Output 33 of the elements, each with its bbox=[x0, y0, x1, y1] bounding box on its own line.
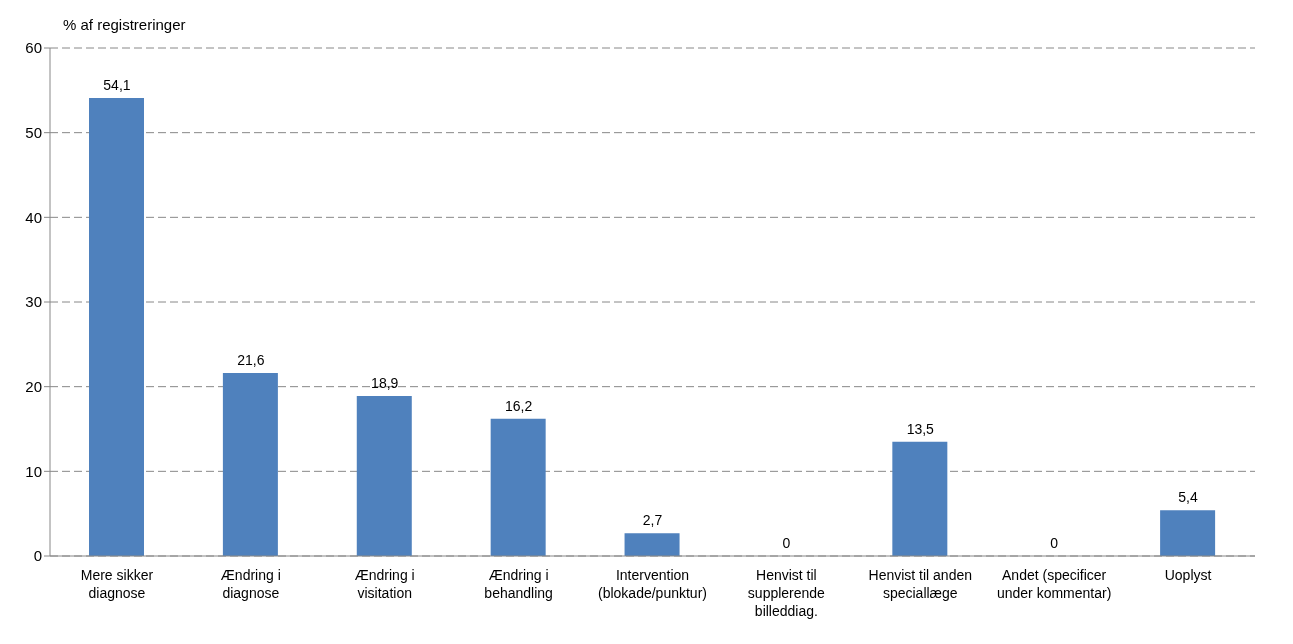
y-tick-label: 40 bbox=[25, 208, 42, 226]
y-tick-label: 30 bbox=[25, 293, 42, 311]
x-tick-label: Ændring i behandling bbox=[484, 567, 553, 601]
bar bbox=[222, 373, 278, 556]
y-tick-label: 10 bbox=[25, 462, 42, 480]
data-label: 21,6 bbox=[237, 352, 265, 369]
y-axis-title: % af registreringer bbox=[63, 16, 186, 33]
x-tick-label: Ændring i diagnose bbox=[220, 567, 281, 601]
x-tick-label: Uoplyst bbox=[1164, 567, 1212, 583]
bar bbox=[624, 533, 680, 556]
data-label: 2,7 bbox=[642, 512, 663, 529]
data-label: 5,4 bbox=[1178, 489, 1198, 506]
x-tick-label: Henvist til anden speciallæge bbox=[868, 567, 973, 601]
y-tick-label: 0 bbox=[33, 547, 42, 565]
x-tick-label: Henvist til supplerende billeddiag. bbox=[747, 567, 826, 619]
bar bbox=[356, 395, 412, 556]
data-label: 13,5 bbox=[906, 420, 935, 437]
data-label: 0 bbox=[782, 535, 791, 551]
x-tick-label: Ændring i visitation bbox=[354, 567, 415, 601]
data-label: 54,1 bbox=[103, 76, 131, 93]
x-tick-label: Andet (specificer under kommentar) bbox=[996, 567, 1112, 601]
bar bbox=[89, 97, 144, 556]
data-label: 0 bbox=[1050, 535, 1059, 551]
x-tick-label: Mere sikker diagnose bbox=[80, 567, 154, 601]
data-label: 16,2 bbox=[504, 397, 533, 414]
bar bbox=[892, 441, 948, 556]
data-label: 18,9 bbox=[371, 374, 399, 391]
y-tick-label: 60 bbox=[25, 39, 42, 57]
y-tick-label: 20 bbox=[25, 377, 42, 395]
bar bbox=[1160, 510, 1216, 556]
x-tick-label: Intervention (blokade/punktur) bbox=[598, 567, 707, 601]
y-tick-label: 50 bbox=[25, 123, 42, 141]
bar bbox=[490, 418, 546, 556]
